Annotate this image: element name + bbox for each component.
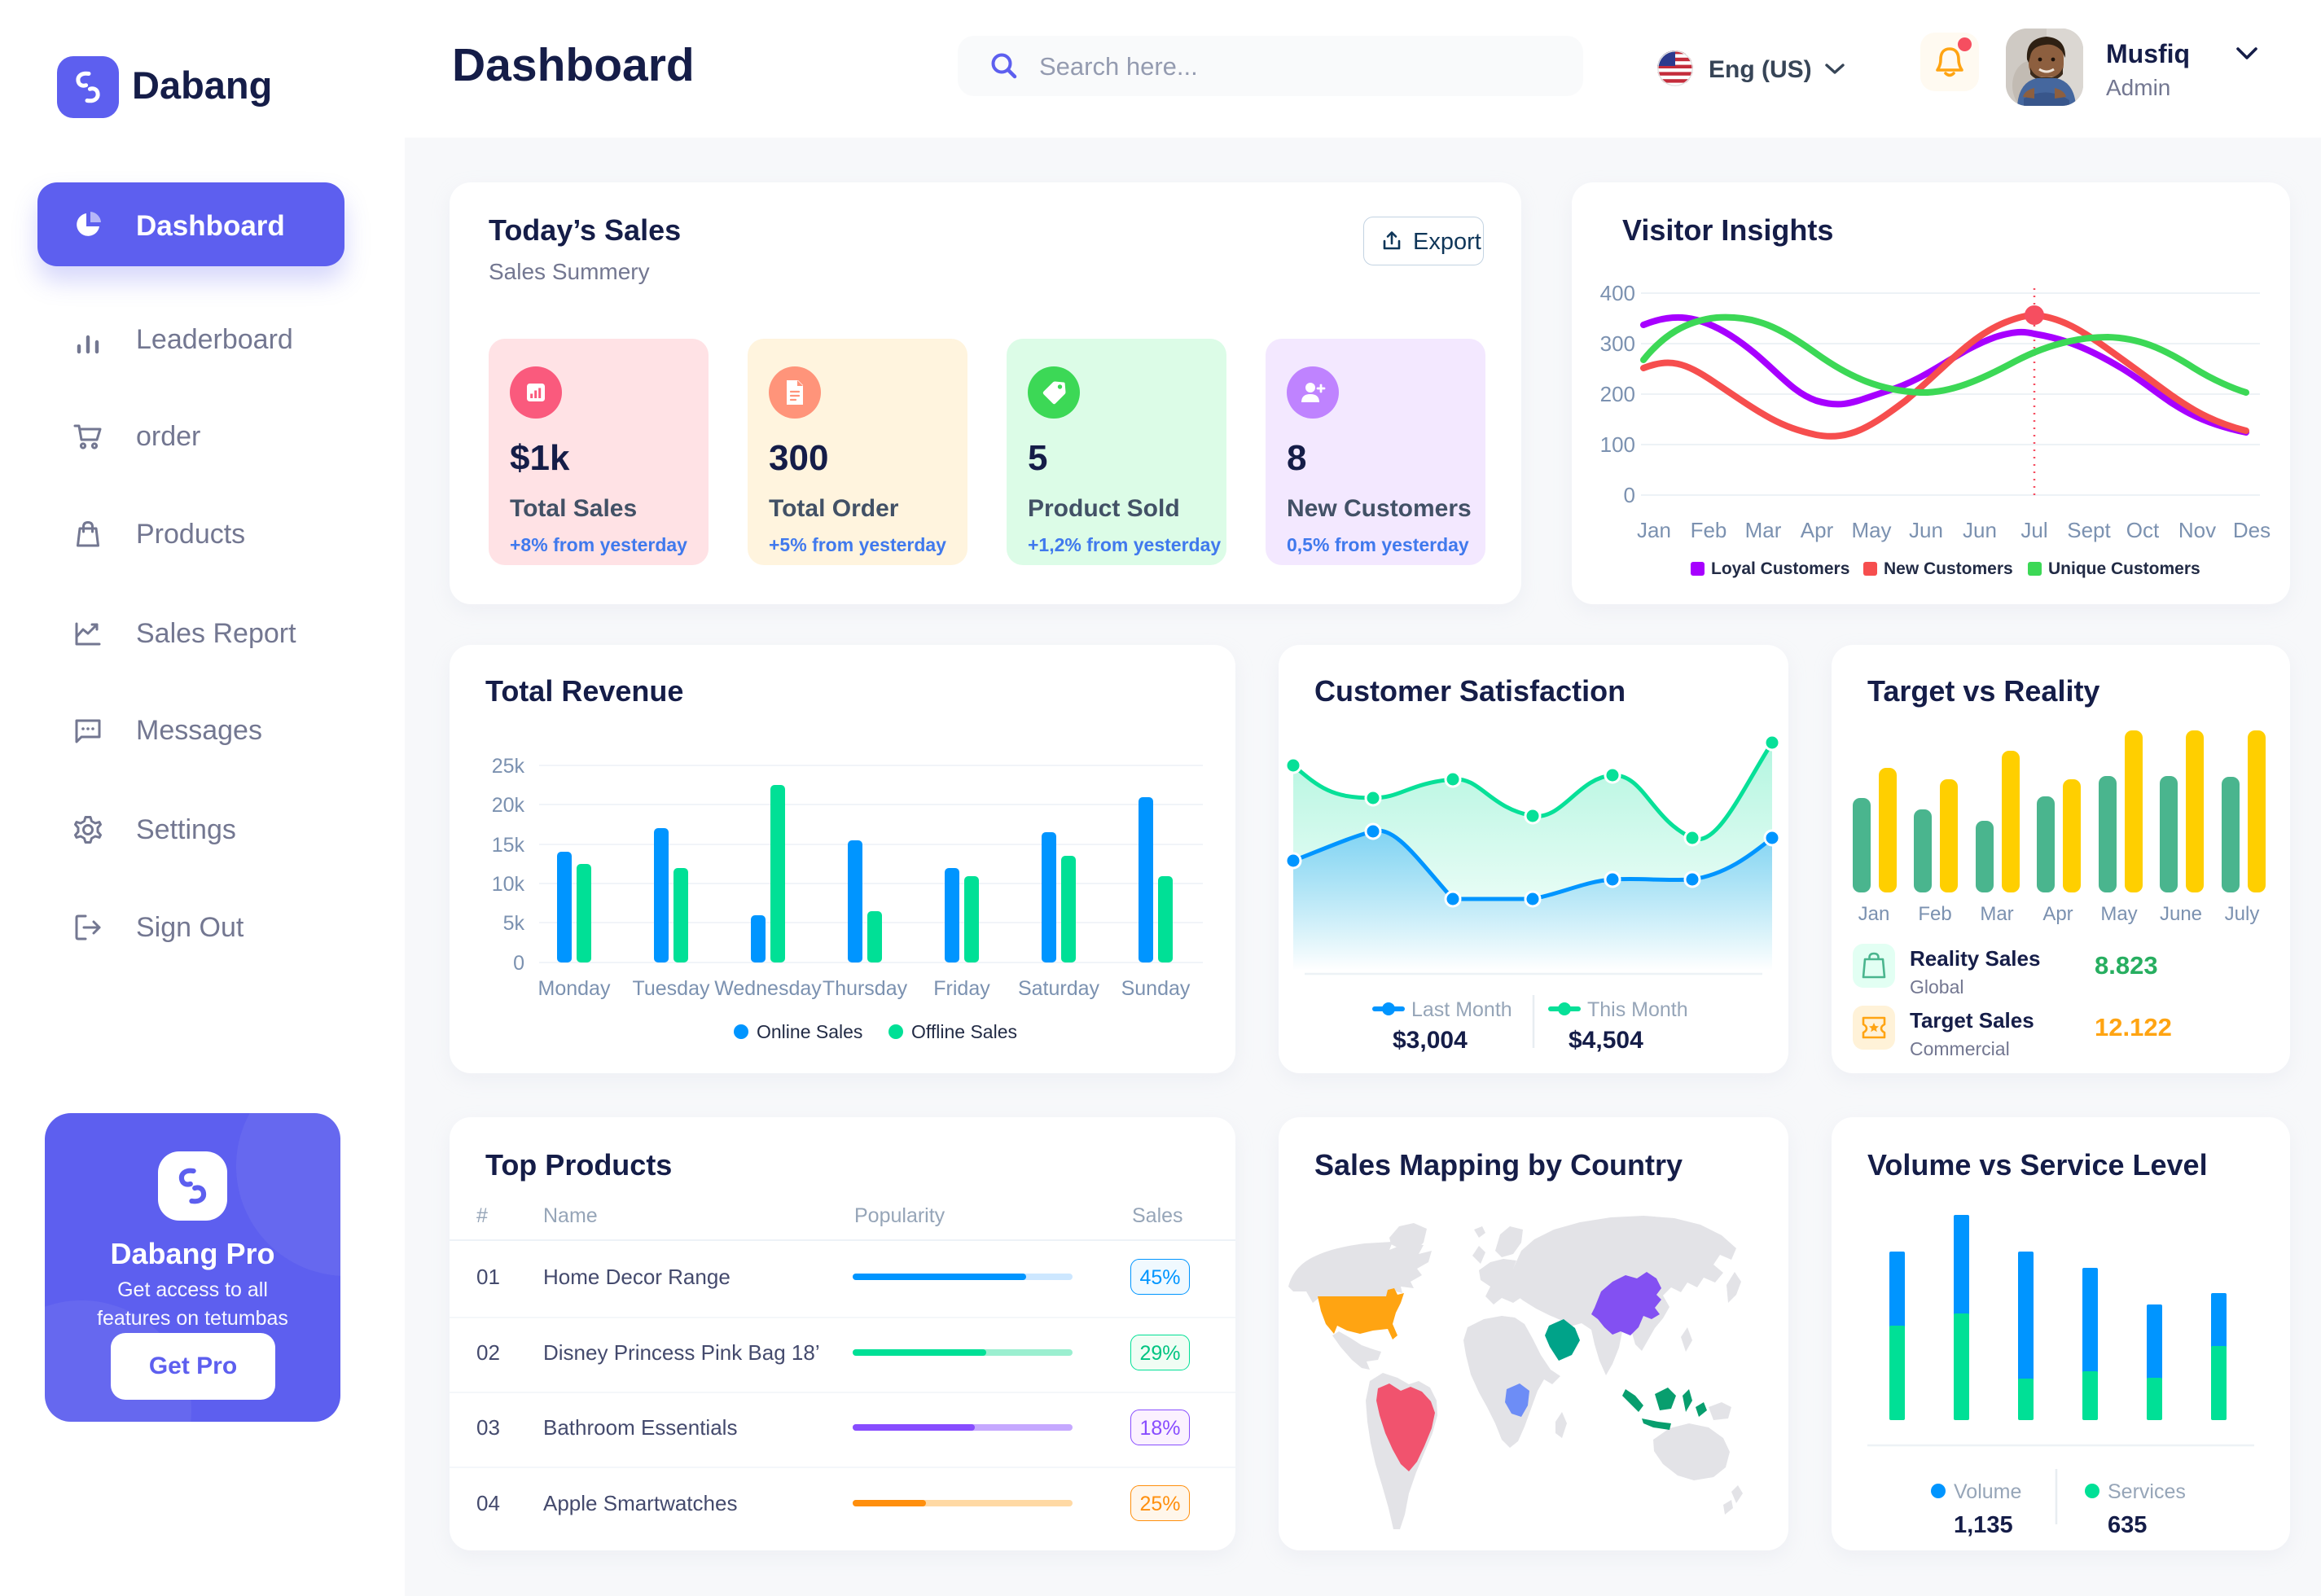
svg-text:0: 0	[513, 952, 524, 975]
svg-text:Commercial: Commercial	[1910, 1038, 2010, 1059]
svg-text:Nov: Nov	[2178, 518, 2216, 542]
svg-text:Jun: Jun	[1909, 518, 1943, 542]
svg-text:July: July	[2225, 903, 2260, 925]
svg-text:Mar: Mar	[1980, 903, 2013, 925]
svg-text:Friday: Friday	[933, 977, 990, 1000]
svg-text:Feb: Feb	[1918, 903, 1951, 925]
svg-text:Reality Sales: Reality Sales	[1910, 946, 2040, 971]
svg-text:Target Sales: Target Sales	[1910, 1008, 2034, 1033]
svg-text:$4,504: $4,504	[1569, 1027, 1643, 1054]
svg-text:Loyal Customers: Loyal Customers	[1711, 559, 1849, 578]
svg-text:$3,004: $3,004	[1393, 1027, 1468, 1054]
svg-text:Jan: Jan	[1858, 903, 1890, 925]
svg-text:15k: 15k	[492, 834, 525, 857]
svg-text:May: May	[2100, 903, 2137, 925]
svg-text:0: 0	[1624, 483, 1635, 507]
svg-text:New Customers: New Customers	[1884, 559, 2013, 578]
svg-text:8.823: 8.823	[2095, 951, 2158, 980]
svg-text:Apr: Apr	[2042, 903, 2073, 925]
svg-text:Global: Global	[1910, 976, 1963, 998]
svg-text:200: 200	[1600, 382, 1635, 406]
svg-text:Des: Des	[2233, 518, 2271, 542]
svg-text:June: June	[2160, 903, 2202, 925]
svg-text:Jul: Jul	[2020, 518, 2047, 542]
svg-text:10k: 10k	[492, 873, 525, 896]
svg-text:Services: Services	[2108, 1480, 2186, 1503]
svg-text:Mar: Mar	[1745, 518, 1782, 542]
svg-text:May: May	[1851, 518, 1891, 542]
svg-text:Last Month: Last Month	[1411, 998, 1512, 1021]
svg-text:300: 300	[1600, 331, 1635, 356]
svg-text:5k: 5k	[503, 912, 525, 935]
svg-text:This Month: This Month	[1587, 998, 1688, 1021]
svg-text:1,135: 1,135	[1954, 1512, 2013, 1538]
svg-text:400: 400	[1600, 281, 1635, 305]
svg-text:Unique Customers: Unique Customers	[2048, 559, 2200, 578]
svg-text:Saturday: Saturday	[1018, 977, 1100, 1000]
svg-text:Online Sales: Online Sales	[757, 1021, 862, 1042]
svg-text:Oct: Oct	[2126, 518, 2160, 542]
svg-text:Jan: Jan	[1637, 518, 1671, 542]
svg-text:Sunday: Sunday	[1121, 977, 1191, 1000]
svg-text:Monday: Monday	[538, 977, 611, 1000]
svg-text:Volume: Volume	[1954, 1480, 2021, 1503]
svg-text:Tuesday: Tuesday	[633, 977, 710, 1000]
svg-text:20k: 20k	[492, 794, 525, 817]
svg-text:Jun: Jun	[1963, 518, 1997, 542]
svg-text:635: 635	[2108, 1512, 2147, 1538]
svg-text:Wednesday: Wednesday	[714, 977, 822, 1000]
svg-text:100: 100	[1600, 432, 1635, 457]
svg-text:12.122: 12.122	[2095, 1013, 2172, 1041]
svg-text:Apr: Apr	[1801, 518, 1834, 542]
svg-text:Feb: Feb	[1691, 518, 1727, 542]
svg-text:Thursday: Thursday	[823, 977, 908, 1000]
svg-text:Sept: Sept	[2067, 518, 2111, 542]
svg-text:25k: 25k	[492, 755, 525, 778]
svg-text:Offline Sales: Offline Sales	[911, 1021, 1017, 1042]
